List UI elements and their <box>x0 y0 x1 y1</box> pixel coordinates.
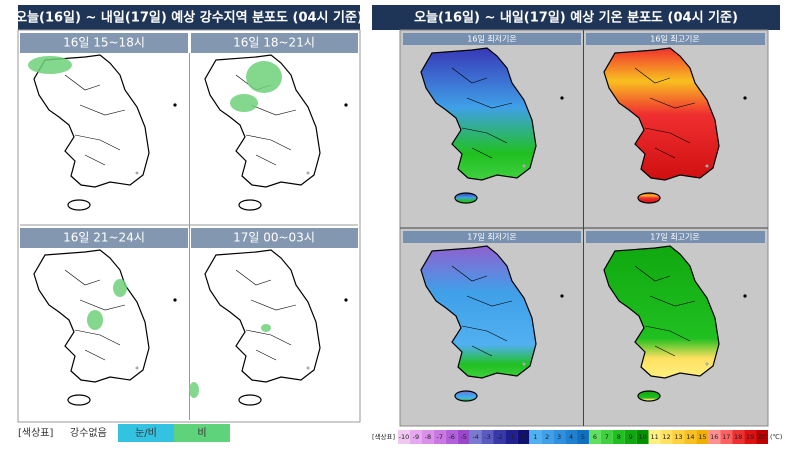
scale-label: -10 <box>399 433 410 441</box>
left-title-bar <box>18 5 360 30</box>
scale-swatch <box>505 430 518 444</box>
scale-swatch <box>493 430 506 444</box>
right-title: 오늘(16일) ~ 내일(17일) 예상 기온 분포도 (04시 기준) <box>414 10 738 26</box>
panel-header <box>20 33 188 53</box>
left-title: 오늘(16일) ~ 내일(17일) 예상 강수지역 분포도 (04시 기준) <box>15 10 363 26</box>
scale-label: 11 <box>650 433 658 441</box>
panel-label: 17일 최저기온 <box>467 232 517 242</box>
scale-swatch <box>588 430 601 444</box>
scale-swatch <box>433 430 446 444</box>
scale-label: 5 <box>581 433 585 441</box>
legend-swatch <box>174 424 230 442</box>
panel-header <box>403 231 581 243</box>
scale-swatch <box>708 430 721 444</box>
scale-label: 1 <box>533 433 537 441</box>
scale-swatch <box>565 430 578 444</box>
rain-map <box>28 54 178 211</box>
scale-label: 3 <box>557 433 561 441</box>
panel-label: 17일 최고기온 <box>650 232 700 242</box>
scale-label: 8 <box>617 433 621 441</box>
scale-label: 9 <box>629 433 633 441</box>
rain-map <box>204 54 349 211</box>
scale-swatch <box>660 430 673 444</box>
scale-swatch <box>553 430 566 444</box>
scale-swatch <box>481 430 494 444</box>
scale-label: 18 <box>734 433 742 441</box>
scale-swatch <box>541 430 554 444</box>
scale-label: -1 <box>508 433 514 441</box>
rain-map <box>189 249 349 406</box>
panel-header <box>191 33 358 53</box>
panel-label: 16일 18~21시 <box>233 36 315 50</box>
scale-label: 0 <box>521 433 525 441</box>
panel-header <box>586 231 765 243</box>
panel-header <box>586 33 765 45</box>
panel-header <box>191 228 358 248</box>
scale-swatch <box>756 430 768 444</box>
scale-label: -5 <box>460 433 466 441</box>
panel-label: 16일 15~18시 <box>63 36 145 50</box>
scale-label: 2 <box>545 433 549 441</box>
legend-rain: 비 <box>197 427 206 439</box>
scale-label: -6 <box>448 433 454 441</box>
legend-label: [색상표] <box>18 427 54 439</box>
panel-label: 16일 최저기온 <box>467 34 517 44</box>
scale-label: 6 <box>593 433 597 441</box>
legend-swatch <box>118 424 174 442</box>
scale-swatch <box>624 430 637 444</box>
scale-swatch <box>398 430 410 444</box>
scale-swatch <box>529 430 542 444</box>
legend-label: [색상표] <box>372 432 395 441</box>
scale-swatch <box>421 430 434 444</box>
scale-label: -2 <box>496 433 502 441</box>
scale-label: 13 <box>674 433 682 441</box>
scale-swatch <box>517 430 530 444</box>
scale-swatch <box>636 430 649 444</box>
legend-none: 강수없음 <box>70 426 107 439</box>
scale-label: -7 <box>437 433 443 441</box>
scale-label: -8 <box>425 433 431 441</box>
scale-label: 15 <box>698 433 706 441</box>
scale-label: -9 <box>413 433 419 441</box>
scale-label: 16 <box>710 433 718 441</box>
scale-label: -3 <box>484 433 490 441</box>
panel-header <box>20 228 188 248</box>
panel-header <box>403 33 581 45</box>
scale-label: 19 <box>746 433 754 441</box>
legend-snow-rain: 눈/비 <box>135 427 157 439</box>
scale-swatch <box>648 430 661 444</box>
scale-swatch <box>612 430 625 444</box>
scale-swatch <box>577 430 589 444</box>
scale-swatch <box>469 430 482 444</box>
scale-swatch <box>684 430 697 444</box>
scale-label: 7 <box>605 433 609 441</box>
scale-label: 10 <box>639 433 647 441</box>
scale-label: 17 <box>722 433 730 441</box>
panel-label: 16일 최고기온 <box>650 34 700 44</box>
scale-label: 20 <box>758 433 766 441</box>
scale-swatch <box>445 430 458 444</box>
scale-label: -4 <box>472 433 478 441</box>
scale-swatch <box>600 430 613 444</box>
scale-swatch <box>732 430 745 444</box>
scale-label: 4 <box>569 433 573 441</box>
scale-swatch <box>672 430 685 444</box>
legend-unit: (℃) <box>770 433 782 441</box>
panel-label: 17일 00~03시 <box>233 231 315 245</box>
scale-label: 12 <box>662 433 670 441</box>
scale-swatch <box>720 430 733 444</box>
color-scale: -10 -9 -8 -7 -6 -5 -4 -3 -2 -1 0 1 2 3 4 5 6 7 8 9 10 11 12 13 1… <box>398 430 768 444</box>
scale-swatch <box>457 430 470 444</box>
panel-label: 16일 21~24시 <box>63 231 145 245</box>
rain-map <box>33 249 178 406</box>
scale-swatch <box>696 430 709 444</box>
scale-swatch <box>744 430 757 444</box>
scale-swatch <box>409 430 422 444</box>
right-title-bar <box>372 5 780 30</box>
scale-label: 14 <box>686 433 694 441</box>
